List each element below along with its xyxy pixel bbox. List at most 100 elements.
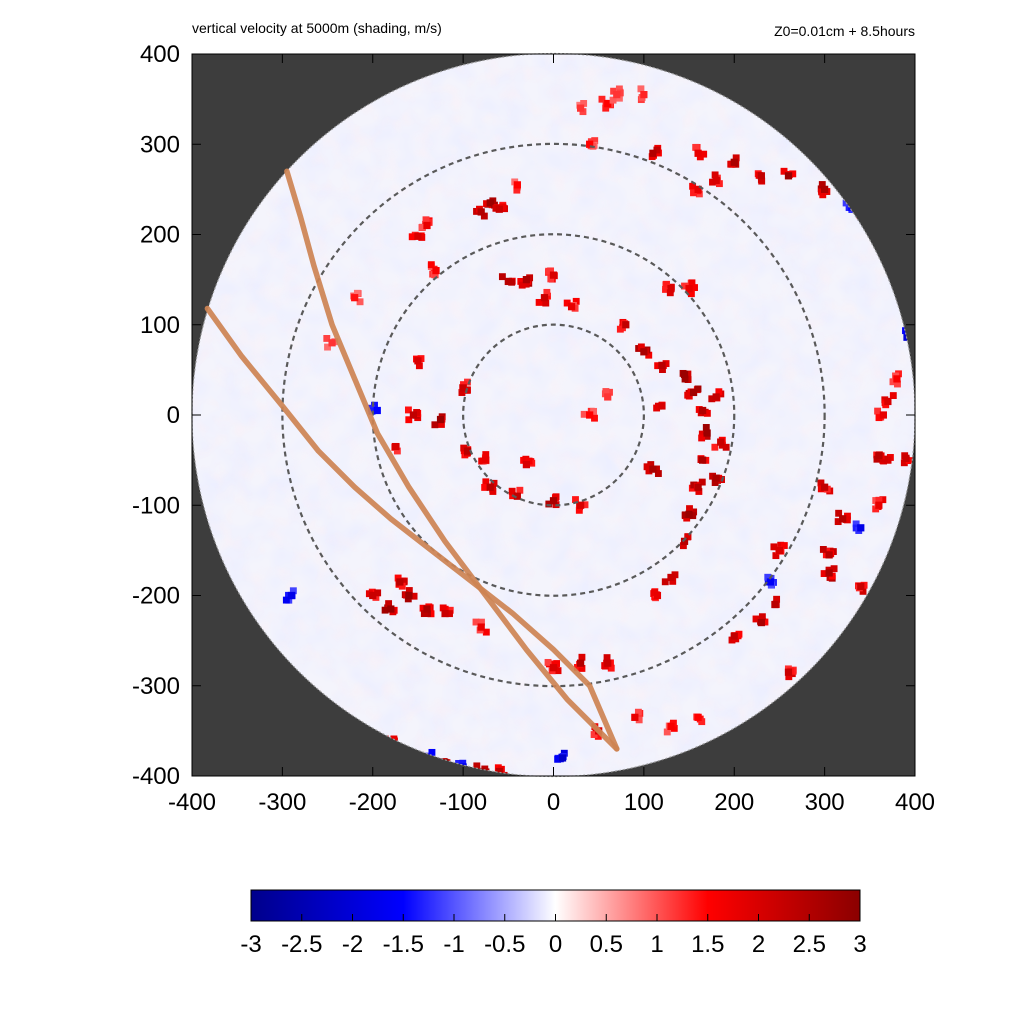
velocity-pixel (637, 343, 645, 351)
velocity-pixel (662, 360, 670, 368)
velocity-features (282, 85, 915, 777)
velocity-peak (576, 501, 585, 509)
y-axis: 400 300 200 100 0 -100 -200 -300 -400 (132, 41, 180, 790)
velocity-cell-81 (544, 658, 562, 675)
velocity-pixel (405, 587, 413, 594)
velocity-pixel (780, 542, 788, 549)
velocity-peak (775, 546, 784, 554)
velocity-cell-43 (413, 355, 425, 370)
velocity-cell-90 (631, 708, 644, 724)
velocity-cell-92 (693, 713, 706, 726)
velocity-pixel (489, 488, 497, 495)
velocity-peak (586, 140, 594, 148)
velocity-cell-36 (661, 571, 679, 586)
velocity-cell-33 (688, 478, 706, 495)
velocity-peak (884, 456, 892, 464)
velocity-peak (825, 551, 833, 559)
velocity-cell-55 (520, 455, 536, 469)
velocity-cell-34 (681, 505, 698, 522)
velocity-pixel (647, 461, 655, 468)
velocity-pixel (817, 479, 825, 487)
velocity-peak (839, 515, 847, 523)
velocity-peak (879, 411, 887, 419)
velocity-pixel (875, 496, 883, 504)
velocity-peak (409, 411, 418, 419)
velocity-pixel (578, 653, 586, 661)
velocity-cell-79 (573, 653, 586, 672)
velocity-peak (667, 722, 675, 730)
velocity-pixel (324, 343, 331, 351)
velocity-pixel (691, 284, 698, 291)
velocity-peak (369, 591, 377, 600)
velocity-pixel (356, 298, 364, 306)
velocity-peak (576, 659, 585, 667)
velocity-pixel (427, 610, 435, 618)
velocity-cell-18 (709, 171, 723, 188)
velocity-peak (477, 208, 485, 216)
velocity-cell-22 (535, 288, 551, 307)
velocity-cell-97 (873, 451, 888, 463)
velocity-cell-73 (401, 587, 418, 603)
velocity-cell-27 (654, 360, 670, 373)
velocity-cell-7 (692, 143, 708, 161)
velocity-peak (387, 605, 395, 613)
velocity-peak (667, 573, 675, 582)
velocity-pixel (709, 178, 716, 186)
velocity-pixel (374, 589, 382, 597)
velocity-pixel (698, 718, 706, 726)
velocity-pixel (535, 298, 543, 306)
velocity-pixel (735, 630, 743, 638)
velocity-pixel (353, 289, 361, 297)
y-tick-label: 0 (167, 402, 180, 429)
y-tick-label: 100 (140, 312, 180, 339)
velocity-cell-65 (752, 613, 769, 627)
colorbar-tick-label: 1.5 (691, 931, 724, 958)
y-tick-label: -300 (132, 673, 180, 700)
velocity-cell-103 (350, 289, 364, 306)
velocity-cell-51 (481, 478, 498, 495)
velocity-cell-78 (282, 587, 297, 604)
velocity-pixel (875, 414, 883, 422)
velocity-cell-23 (545, 267, 558, 283)
velocity-pixel (772, 552, 780, 560)
x-tick-label: 300 (805, 789, 845, 816)
velocity-peak (576, 104, 585, 112)
velocity-pixel (711, 443, 719, 451)
storm-track-1 (204, 305, 620, 752)
velocity-pixel (645, 467, 653, 475)
x-axis: -400 -300 -200 -100 0 100 200 300 400 (168, 789, 935, 816)
velocity-pixel (609, 96, 617, 104)
velocity-cell-24 (563, 297, 580, 312)
velocity-peak (821, 483, 829, 491)
plot-area (191, 52, 916, 778)
velocity-pixel (606, 388, 613, 396)
velocity-pixel (393, 447, 401, 455)
velocity-pixel (323, 335, 331, 342)
velocity-pixel (698, 430, 706, 438)
velocity-peak (486, 199, 494, 207)
velocity-cell-98 (900, 452, 913, 467)
velocity-pixel (545, 267, 553, 275)
velocity-pixel (542, 299, 550, 307)
velocity-cell-41 (708, 388, 725, 403)
velocity-pixel (690, 508, 698, 516)
velocity-pixel (482, 478, 490, 486)
velocity-peak (757, 618, 765, 627)
velocity-cell-106 (662, 280, 675, 297)
velocity-pixel (711, 479, 719, 486)
velocity-pixel (684, 533, 692, 541)
velocity-pixel (681, 375, 689, 383)
velocity-pixel (428, 748, 436, 756)
velocity-cell-101 (889, 370, 902, 388)
velocity-pixel (455, 759, 463, 767)
velocity-pixel (819, 546, 827, 553)
velocity-cell-63 (770, 541, 788, 560)
velocity-pixel (666, 289, 674, 297)
velocity-pixel (694, 385, 702, 393)
velocity-cell-59 (852, 520, 865, 534)
velocity-cell-91 (663, 719, 678, 736)
velocity-pixel (661, 578, 669, 586)
velocity-peak (373, 406, 381, 415)
velocity-cell-57 (817, 479, 834, 495)
velocity-peak (391, 442, 399, 451)
